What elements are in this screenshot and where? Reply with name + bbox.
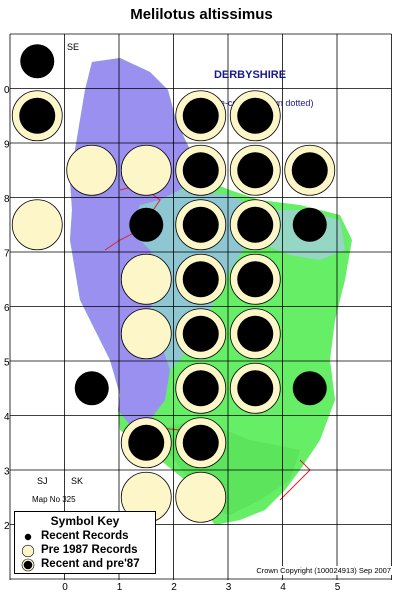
map-title: Melilotus altissimus <box>130 6 273 23</box>
record-marker-both <box>175 144 227 196</box>
y-tick-label: 4 <box>4 412 10 423</box>
y-tick-label: 3 <box>4 467 10 478</box>
record-marker-both <box>175 308 227 360</box>
grid-label-se: SE <box>67 42 79 52</box>
recent-record-dot <box>292 371 327 406</box>
pre-record-circle <box>175 471 227 523</box>
record-marker-both <box>175 417 227 469</box>
recent-record-icon <box>24 533 32 541</box>
grid-lines <box>9 33 392 580</box>
x-tick-label: 1 <box>117 582 123 593</box>
record-marker-both <box>229 253 281 305</box>
recent-record-dot <box>182 424 219 461</box>
recent-record-dot <box>182 370 219 407</box>
record-marker-pre <box>66 144 118 196</box>
region-label: DERBYSHIRE <box>214 69 286 81</box>
record-marker-both <box>284 144 336 196</box>
x-tick-label: 3 <box>226 582 232 593</box>
record-marker-both <box>11 90 63 142</box>
grid-label-sk: SK <box>71 476 83 486</box>
recent-record-dot <box>182 152 219 189</box>
recent-record-dot <box>182 315 219 352</box>
y-tick-label: 0 <box>4 85 10 96</box>
record-marker-both <box>120 417 172 469</box>
y-tick-label: 7 <box>4 249 10 260</box>
record-marker-both <box>229 90 281 142</box>
recent-record-dot <box>182 261 219 298</box>
pre-record-icon <box>21 544 35 558</box>
record-marker-both <box>229 199 281 251</box>
symbol-key: Symbol Key Recent Records Pre 1987 Recor… <box>14 511 156 574</box>
record-marker-pre <box>175 471 227 523</box>
recent-record-dot <box>237 97 274 134</box>
record-marker-both <box>229 144 281 196</box>
pre-record-circle <box>66 144 118 196</box>
pre-record-circle <box>11 199 63 251</box>
recent-record-dot <box>237 370 274 407</box>
record-marker-recent <box>292 371 327 406</box>
recent-record-dot <box>128 424 165 461</box>
y-tick-label: 5 <box>4 358 10 369</box>
record-markers <box>11 44 336 523</box>
record-marker-recent <box>74 371 109 406</box>
record-marker-both <box>175 253 227 305</box>
both-record-icon <box>21 558 35 572</box>
key-row-recent: Recent Records <box>21 530 157 544</box>
x-tick-label: 4 <box>280 582 286 593</box>
recent-record-dot <box>182 206 219 243</box>
key-label-pre: Pre 1987 Records <box>41 544 138 556</box>
axis-ticks: 0 1 2 3 4 5 0 9 8 7 6 5 4 3 2 <box>4 85 341 593</box>
record-marker-pre <box>11 199 63 251</box>
key-label-both: Recent and pre'87 <box>41 558 140 570</box>
recent-record-dot <box>237 261 274 298</box>
y-tick-label: 2 <box>4 521 10 532</box>
copyright-notice: Crown Copyright (100024913) Sep 2007 <box>254 566 393 575</box>
symbol-key-title: Symbol Key <box>50 514 120 528</box>
x-tick-label: 2 <box>171 582 177 593</box>
y-tick-label: 9 <box>4 140 10 151</box>
key-label-recent: Recent Records <box>41 530 129 542</box>
map-number: Map No 325 <box>32 495 76 504</box>
grid-label-sj-bottom: SJ <box>37 476 48 486</box>
key-row-both: Recent and pre'87 <box>21 558 157 572</box>
recent-record-dot <box>20 44 55 79</box>
record-marker-both <box>175 199 227 251</box>
record-marker-recent <box>292 207 327 242</box>
recent-record-dot <box>237 206 274 243</box>
recent-record-dot <box>292 207 327 242</box>
record-marker-pre <box>120 308 172 360</box>
pre-record-circle <box>120 308 172 360</box>
recent-record-dot <box>19 97 56 134</box>
y-tick-label: 8 <box>4 194 10 205</box>
record-marker-recent <box>129 207 164 242</box>
pre-record-circle <box>120 253 172 305</box>
red-boundary-southeast <box>279 459 311 501</box>
key-row-pre: Pre 1987 Records <box>21 544 157 558</box>
x-tick-label: 5 <box>335 582 341 593</box>
recent-record-dot <box>291 152 328 189</box>
record-marker-recent <box>20 44 55 79</box>
pre-record-circle <box>120 144 172 196</box>
record-marker-both <box>175 362 227 414</box>
record-marker-both <box>229 362 281 414</box>
recent-record-dot <box>237 315 274 352</box>
x-tick-label: 0 <box>62 582 68 593</box>
record-marker-pre <box>120 253 172 305</box>
record-marker-pre <box>120 144 172 196</box>
recent-record-dot <box>237 152 274 189</box>
recent-record-dot <box>129 207 164 242</box>
recent-record-dot <box>182 97 219 134</box>
recent-record-dot <box>74 371 109 406</box>
record-marker-both <box>229 308 281 360</box>
record-marker-both <box>175 90 227 142</box>
y-tick-label: 6 <box>4 303 10 314</box>
